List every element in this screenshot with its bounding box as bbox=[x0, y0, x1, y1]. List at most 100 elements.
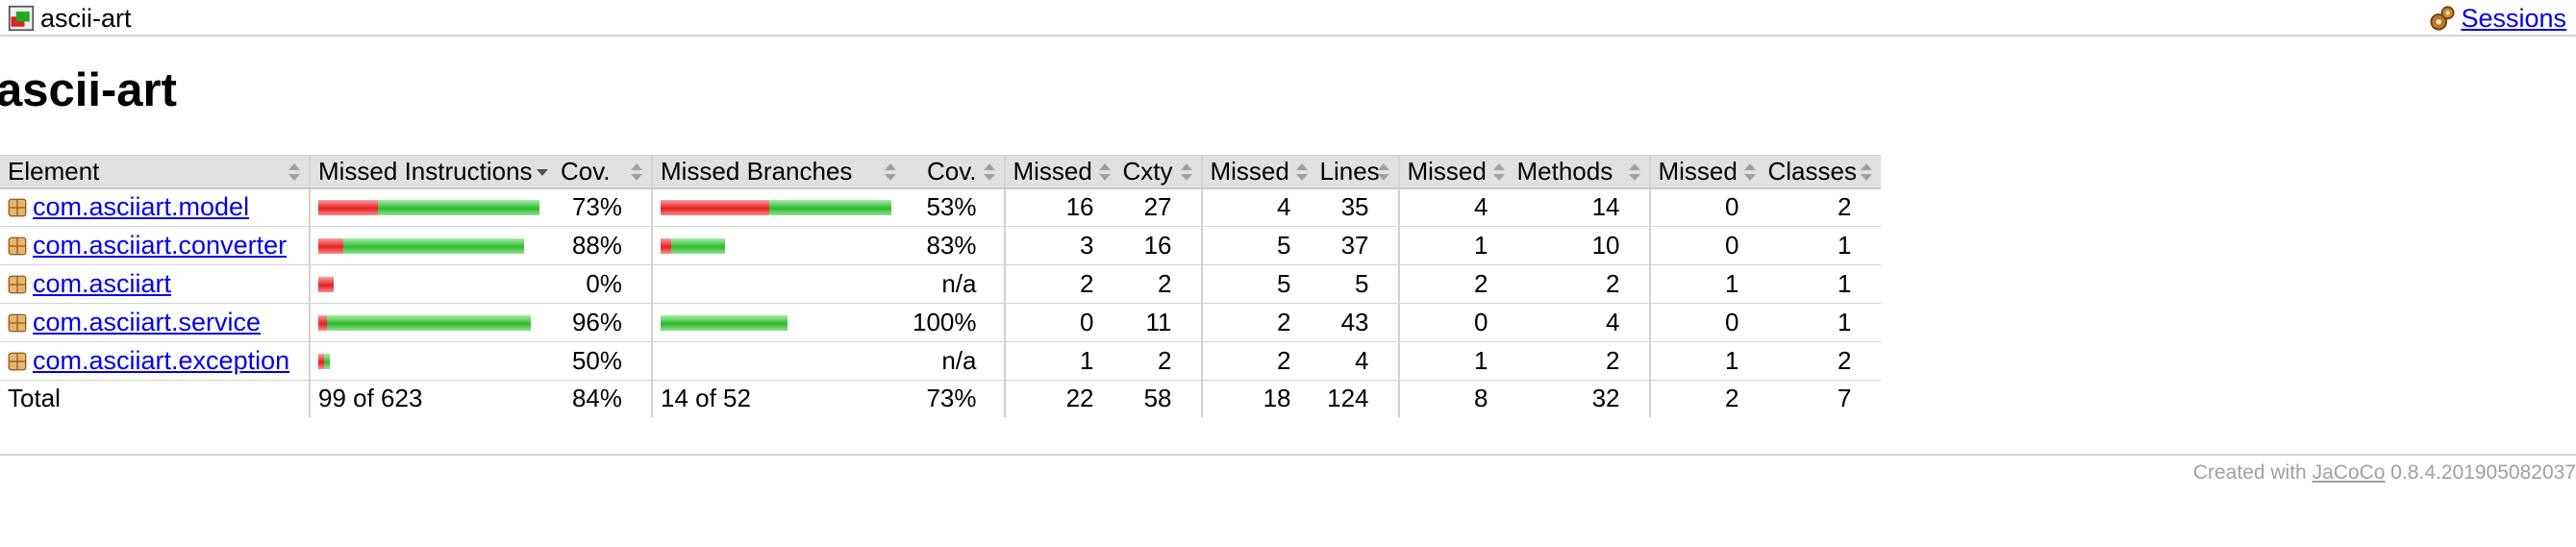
lines: 4 bbox=[1312, 341, 1399, 381]
total-branch-cov: 73% bbox=[926, 384, 977, 413]
classes: 1 bbox=[1760, 226, 1881, 265]
package-link[interactable]: com.asciiart.model bbox=[33, 192, 250, 222]
instructions-bar-cell bbox=[309, 341, 553, 381]
cxty: 11 bbox=[1114, 303, 1202, 342]
instructions-coverage: 96% bbox=[553, 303, 652, 342]
covered-segment bbox=[324, 353, 330, 369]
header-label: Missed Instructions bbox=[318, 156, 533, 186]
lines-missed: 2 bbox=[1200, 341, 1313, 381]
covered-segment bbox=[671, 237, 725, 254]
classes-missed: 1 bbox=[1648, 264, 1761, 304]
breadcrumb-title: ascii-art bbox=[40, 4, 132, 33]
sort-icon bbox=[1098, 163, 1112, 181]
cxty: 2 bbox=[1114, 264, 1202, 304]
header-classes-missed[interactable]: Missed bbox=[1648, 155, 1761, 189]
classes-missed: 1 bbox=[1648, 341, 1761, 381]
header-cxty[interactable]: Cxty bbox=[1114, 155, 1202, 189]
missed-segment bbox=[661, 199, 769, 215]
package-link[interactable]: com.asciiart.exception bbox=[33, 346, 290, 375]
header-row: Element Missed Instructions Cov. Missed … bbox=[0, 155, 1881, 189]
classes-missed: 0 bbox=[1648, 303, 1761, 342]
lines-missed: 2 bbox=[1200, 303, 1313, 342]
covered-segment bbox=[343, 237, 524, 254]
footer-version: 0.8.4.201905082037 bbox=[2390, 461, 2576, 484]
methods-missed: 0 bbox=[1397, 303, 1510, 342]
element-cell: com.asciiart.model bbox=[0, 187, 310, 227]
header-classes[interactable]: Classes bbox=[1760, 155, 1881, 189]
total-row: Total 99 of 623 84% 14 of 52 73% 22 58 1… bbox=[0, 380, 1881, 417]
header-methods[interactable]: Methods bbox=[1509, 155, 1650, 189]
header-element[interactable]: Element bbox=[0, 155, 310, 189]
header-label: Element bbox=[8, 156, 100, 186]
element-cell: com.asciiart.converter bbox=[0, 226, 310, 265]
package-link[interactable]: com.asciiart.service bbox=[33, 308, 262, 336]
sort-icon bbox=[884, 163, 897, 181]
branches-bar-cell bbox=[651, 226, 905, 265]
package-link[interactable]: com.asciiart bbox=[33, 269, 172, 298]
header-instr-cov[interactable]: Cov. bbox=[553, 155, 652, 189]
cxty: 16 bbox=[1114, 226, 1202, 265]
sessions-link[interactable]: Sessions bbox=[2461, 4, 2566, 33]
total-cxty-missed: 22 bbox=[1003, 380, 1115, 417]
page-title: ascii-art bbox=[0, 64, 177, 116]
methods: 14 bbox=[1509, 187, 1650, 227]
header-label: Methods bbox=[1516, 156, 1613, 186]
header-lines-missed[interactable]: Missed bbox=[1200, 155, 1313, 189]
total-classes: 7 bbox=[1838, 384, 1852, 413]
breadcrumb-left: ascii-art bbox=[8, 4, 132, 33]
element-cell: com.asciiart.exception bbox=[0, 341, 310, 381]
lines-missed: 4 bbox=[1200, 187, 1313, 227]
cxty-missed: 3 bbox=[1003, 226, 1115, 265]
missed-segment bbox=[318, 353, 324, 369]
methods-missed: 1 bbox=[1397, 341, 1510, 381]
instructions-bar bbox=[318, 199, 545, 215]
methods: 4 bbox=[1509, 303, 1650, 342]
total-branches: 14 of 52 bbox=[651, 380, 905, 417]
element-cell: com.asciiart.service bbox=[0, 303, 310, 342]
total-lines: 124 bbox=[1327, 384, 1369, 413]
methods: 2 bbox=[1509, 341, 1650, 381]
covered-segment bbox=[769, 199, 891, 215]
instructions-coverage: 88% bbox=[553, 226, 652, 265]
element-cell: com.asciiart bbox=[0, 264, 310, 304]
missed-segment bbox=[318, 199, 378, 215]
header-missed-instructions[interactable]: Missed Instructions bbox=[309, 155, 553, 189]
sort-icon bbox=[1743, 163, 1757, 181]
table-row: com.asciiart.service 96% 100% 0 11 2 43 0 4 0 1 bbox=[0, 303, 1881, 342]
header-label: Missed bbox=[1407, 156, 1487, 186]
missed-segment bbox=[318, 237, 343, 254]
instructions-bar-cell bbox=[309, 303, 553, 342]
package-link[interactable]: com.asciiart.converter bbox=[33, 231, 288, 260]
header-branch-cov[interactable]: Cov. bbox=[905, 155, 1005, 189]
table-row: com.asciiart.exception 50% n/a 1 2 2 4 1 2 1 2 bbox=[0, 341, 1881, 381]
lines: 43 bbox=[1312, 303, 1399, 342]
missed-segment bbox=[318, 276, 334, 292]
header-methods-missed[interactable]: Missed bbox=[1397, 155, 1510, 189]
branches-coverage: n/a bbox=[905, 264, 1005, 304]
branches-bar-cell bbox=[651, 341, 905, 381]
instructions-bar bbox=[318, 314, 545, 331]
classes: 2 bbox=[1760, 187, 1881, 227]
total-instr-cov: 84% bbox=[571, 384, 622, 413]
package-icon bbox=[8, 275, 27, 293]
branches-coverage: n/a bbox=[905, 341, 1005, 381]
header-lines[interactable]: Lines bbox=[1312, 155, 1399, 189]
header-label: Cov. bbox=[561, 156, 611, 186]
branches-bar bbox=[661, 314, 897, 331]
table-footer: Total 99 of 623 84% 14 of 52 73% 22 58 1… bbox=[0, 380, 1881, 417]
coverage-table: Element Missed Instructions Cov. Missed … bbox=[0, 155, 1881, 417]
cxty-missed: 2 bbox=[1003, 264, 1115, 304]
cxty-missed: 16 bbox=[1003, 187, 1115, 227]
instructions-coverage: 73% bbox=[553, 187, 652, 227]
instructions-bar-cell bbox=[309, 226, 553, 265]
header-missed-branches[interactable]: Missed Branches bbox=[651, 155, 905, 189]
instructions-bar-cell bbox=[309, 264, 553, 304]
jacoco-link[interactable]: JaCoCo bbox=[2312, 461, 2386, 484]
cxty-missed: 0 bbox=[1003, 303, 1115, 342]
total-methods-missed: 8 bbox=[1397, 380, 1510, 417]
header-cxty-missed[interactable]: Missed bbox=[1003, 155, 1115, 189]
header-label: Missed Branches bbox=[661, 156, 853, 186]
instructions-coverage: 50% bbox=[553, 341, 652, 381]
footer-prefix: Created with bbox=[2192, 461, 2307, 484]
branches-bar bbox=[661, 237, 897, 254]
